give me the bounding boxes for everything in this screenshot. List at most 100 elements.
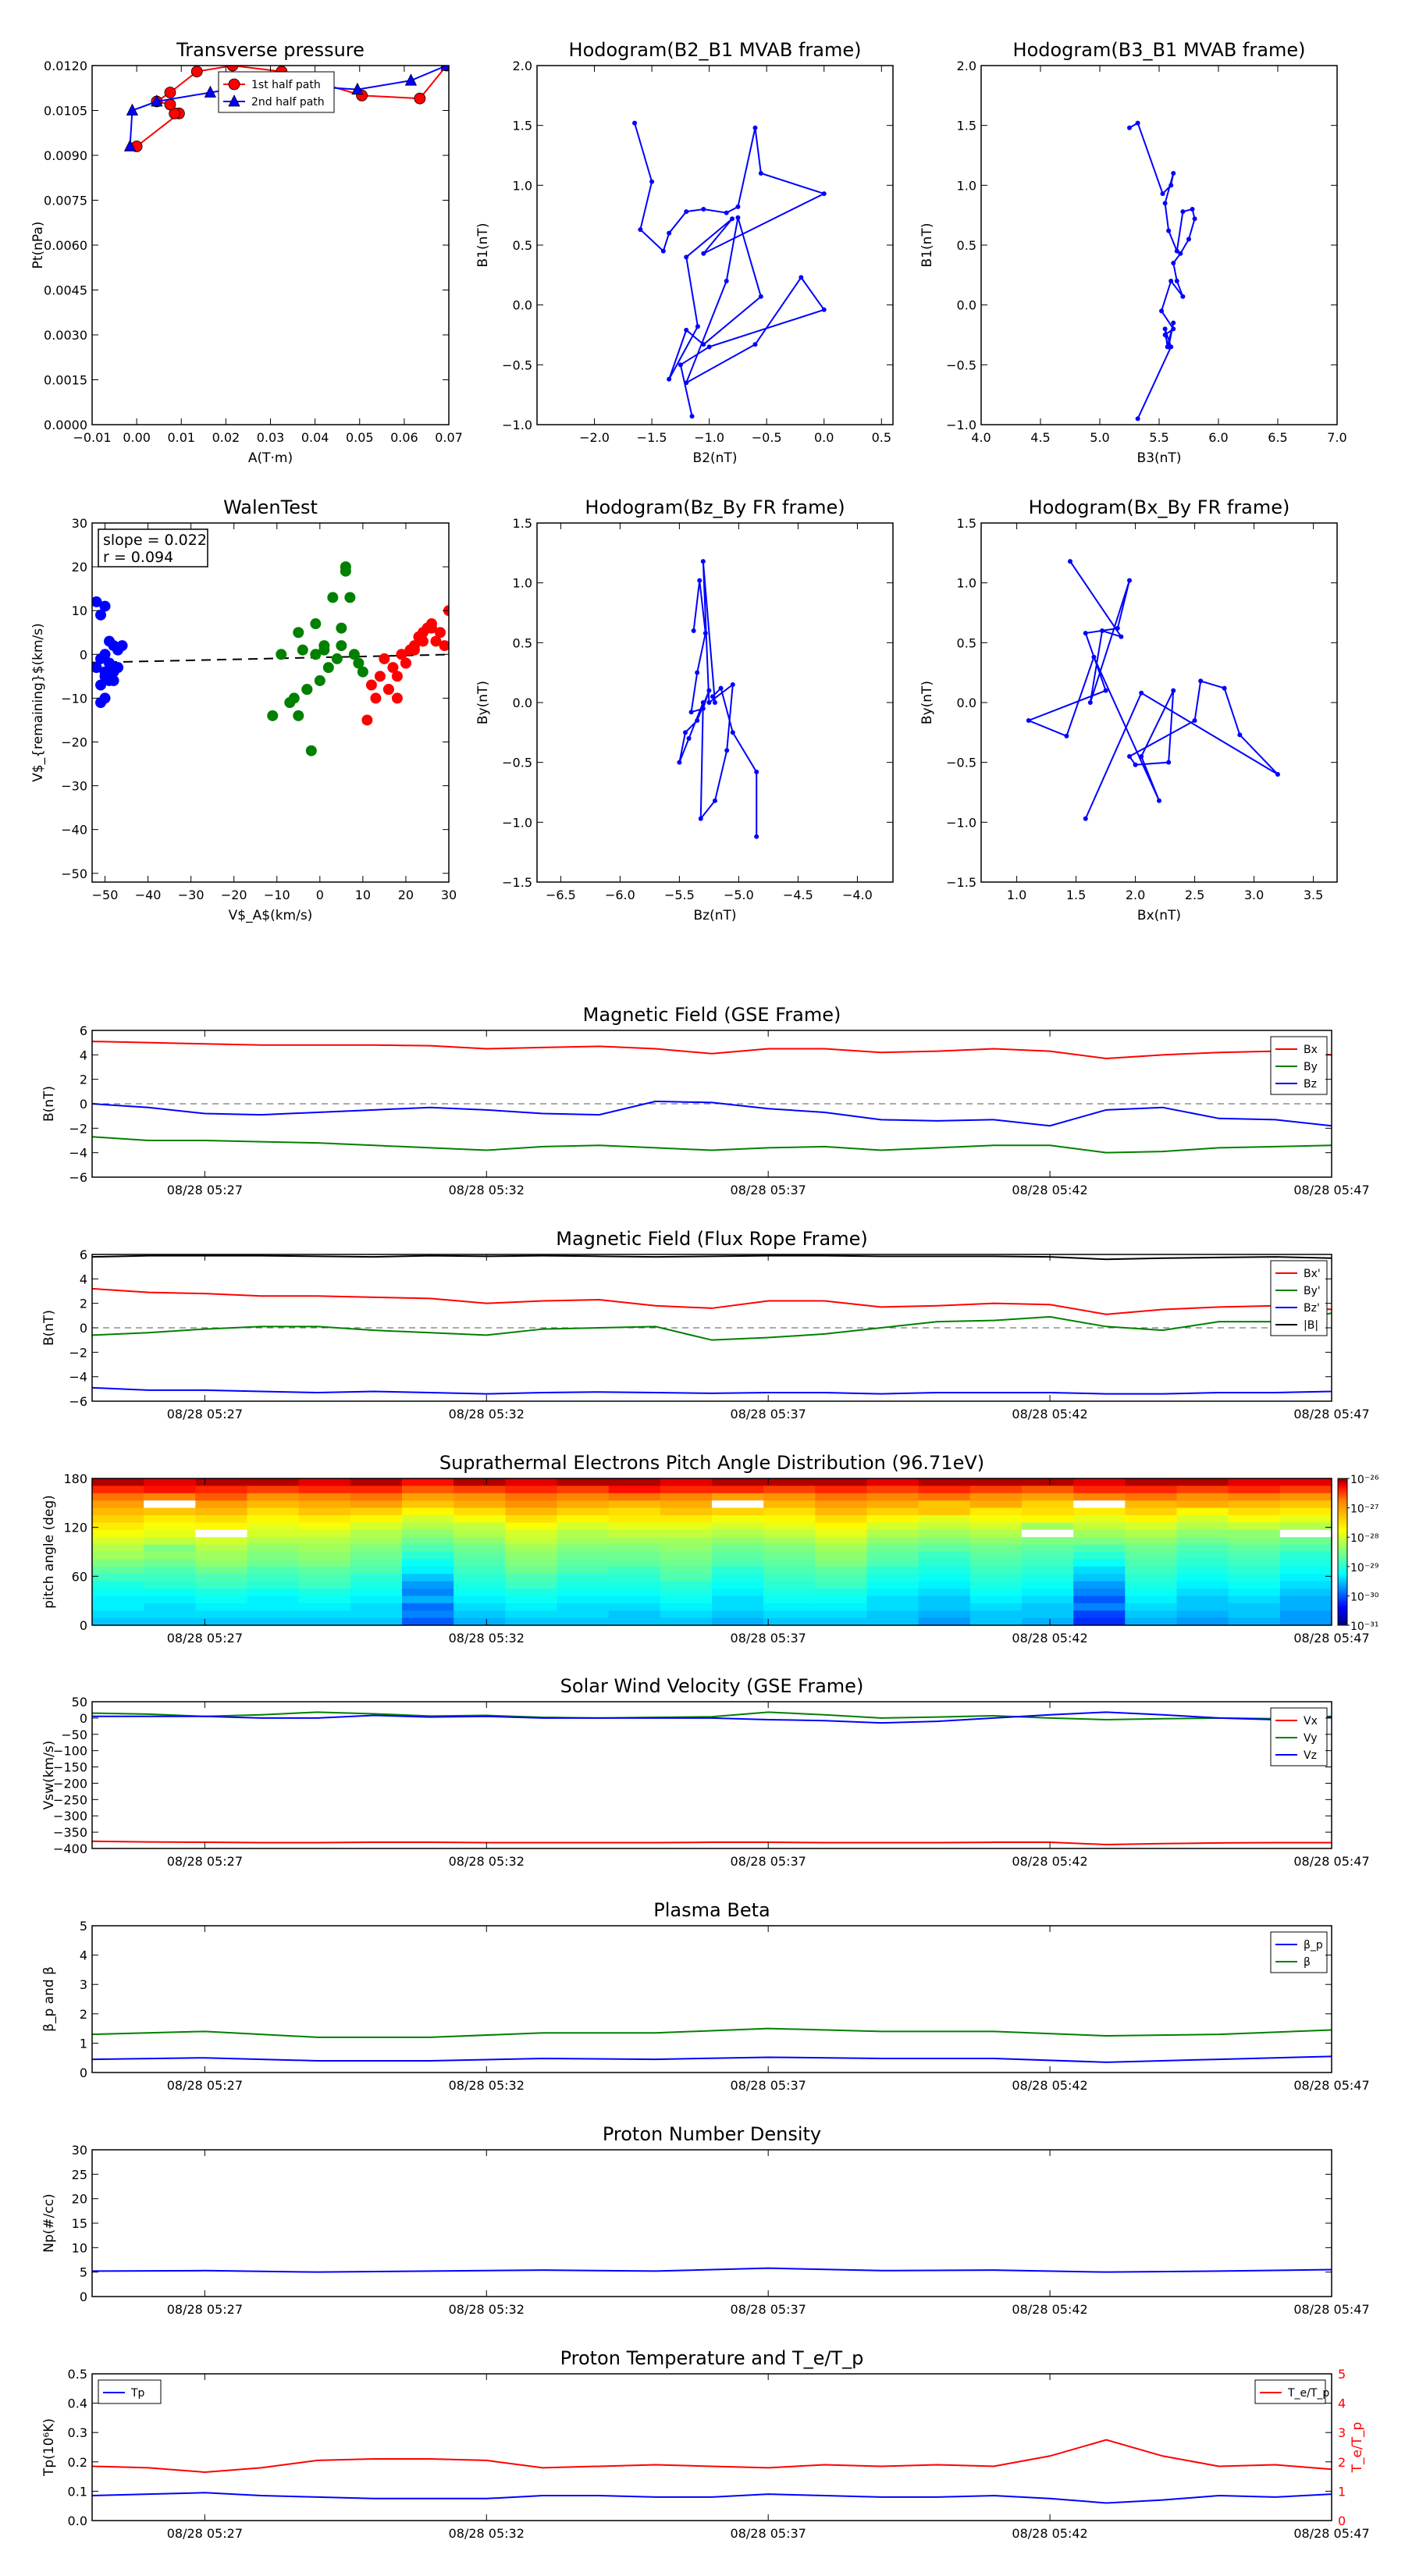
heatmap-cell	[866, 1478, 919, 1486]
y-tick-label: 0	[80, 1711, 87, 1726]
heatmap-cell	[557, 1566, 610, 1574]
data-point	[351, 82, 364, 95]
heatmap-cell	[1228, 1485, 1281, 1494]
x-tick-label: −0.01	[73, 430, 111, 445]
heatmap-cell	[454, 1485, 506, 1494]
scatter-point	[95, 609, 107, 621]
scatter-point	[370, 692, 382, 704]
heatmap-cell	[969, 1603, 1023, 1611]
y-axis-label: By(nT)	[475, 681, 491, 724]
x-tick-label: 6.0	[1208, 430, 1228, 445]
plot-area	[1026, 559, 1280, 821]
heatmap-cell	[1228, 1529, 1281, 1538]
data-point	[1162, 333, 1168, 337]
heatmap-cell	[1279, 1515, 1332, 1523]
heatmap-cell	[195, 1603, 247, 1611]
heatmap-cell	[866, 1500, 919, 1509]
scatter-point	[112, 662, 124, 674]
heatmap-cell	[350, 1485, 403, 1494]
data-point	[724, 748, 730, 753]
heatmap-cell	[918, 1522, 971, 1531]
colorbar-tick-label: 10⁻²⁸	[1350, 1532, 1379, 1545]
heatmap-cell	[608, 1485, 661, 1494]
scatter-point	[99, 600, 111, 612]
data-point	[730, 216, 735, 222]
heatmap-cell	[247, 1610, 300, 1619]
heatmap-cell	[1022, 1559, 1074, 1567]
heatmap-cell	[712, 1617, 764, 1625]
x-tick-label: 0.01	[167, 430, 195, 445]
data-point	[758, 171, 763, 176]
heatmap-cell	[557, 1522, 610, 1531]
heatmap-cell	[402, 1552, 454, 1560]
y-axis-label: Pt(nPa)	[30, 222, 46, 269]
data-point	[684, 254, 689, 260]
heatmap-cell	[195, 1515, 247, 1523]
heatmap-cell	[660, 1596, 713, 1604]
y2-tick-label: 2	[1338, 2455, 1346, 2470]
y-tick-label: −4	[69, 1370, 87, 1385]
heatmap-cell	[1022, 1522, 1074, 1531]
y-tick-label: 0.1	[68, 2484, 87, 2499]
data-point	[718, 685, 724, 691]
heatmap-cell	[298, 1581, 351, 1589]
heatmap-cell	[1022, 1574, 1074, 1582]
scatter-point	[374, 671, 386, 682]
data-point	[730, 682, 735, 687]
y-tick-label: 1.5	[513, 119, 532, 133]
scatter-point	[288, 692, 300, 704]
x-tick-label: 2.5	[1185, 888, 1204, 902]
y-tick-label: 0.0030	[44, 328, 87, 343]
heatmap-cell	[969, 1507, 1023, 1516]
x-tick-label: 0.06	[390, 430, 418, 445]
y-tick-label: −1.5	[502, 875, 532, 890]
y-axis-label: V$_{remaining}$(km/s)	[30, 623, 46, 782]
chart-title: Solar Wind Velocity (GSE Frame)	[560, 1675, 864, 1697]
y-tick-label: 4	[80, 1948, 87, 1963]
heatmap-cell	[763, 1589, 816, 1596]
x-tick-label: 08/28 05:47	[1293, 1183, 1369, 1197]
colorbar-tick-label: 10⁻²⁹	[1350, 1562, 1379, 1574]
heatmap-cell	[660, 1507, 713, 1516]
y-tick-label: −2	[69, 1345, 87, 1360]
heatmap-cell	[505, 1485, 557, 1494]
heatmap-cell	[505, 1610, 557, 1619]
heatmap-cell	[350, 1500, 403, 1509]
series-line-Tp	[92, 2492, 1332, 2504]
heatmap-cell	[712, 1559, 764, 1567]
heatmap-cell	[763, 1544, 816, 1553]
series-line-β_p	[92, 2055, 1332, 2063]
heatmap-cell	[144, 1493, 196, 1501]
data-point	[821, 307, 827, 312]
x-tick-label: −2.0	[579, 430, 610, 445]
y-tick-label: 1.0	[957, 576, 976, 591]
plot-area	[92, 1478, 1332, 1625]
data-point	[1127, 754, 1132, 759]
heatmap-cell	[1022, 1603, 1074, 1611]
heatmap-cell	[763, 1500, 816, 1509]
heatmap-cell	[1228, 1552, 1281, 1560]
x-tick-label: 7.0	[1327, 430, 1346, 445]
scatter-point	[95, 679, 107, 691]
heatmap-cell	[505, 1617, 557, 1625]
heatmap-cell	[402, 1529, 454, 1538]
y-tick-label: −250	[53, 1792, 87, 1807]
heatmap-cell	[247, 1552, 300, 1560]
heatmap-cell	[1176, 1522, 1229, 1531]
heatmap-cell	[92, 1515, 144, 1523]
heatmap-cell	[608, 1537, 661, 1546]
heatmap-cell	[454, 1589, 506, 1596]
scatter-point	[99, 649, 111, 660]
x-tick-label: 08/28 05:42	[1012, 1854, 1087, 1869]
data-point	[190, 66, 203, 78]
heatmap-cell	[144, 1478, 196, 1486]
heatmap-cell	[1176, 1544, 1229, 1553]
heatmap-cell	[557, 1500, 610, 1509]
scatter-point	[353, 657, 365, 669]
heatmap-cell	[298, 1500, 351, 1509]
heatmap-cell	[402, 1559, 454, 1567]
heatmap-cell	[608, 1596, 661, 1604]
data-point	[1139, 754, 1144, 759]
heatmap-cell	[1073, 1596, 1126, 1604]
heatmap-cell	[1073, 1515, 1126, 1523]
